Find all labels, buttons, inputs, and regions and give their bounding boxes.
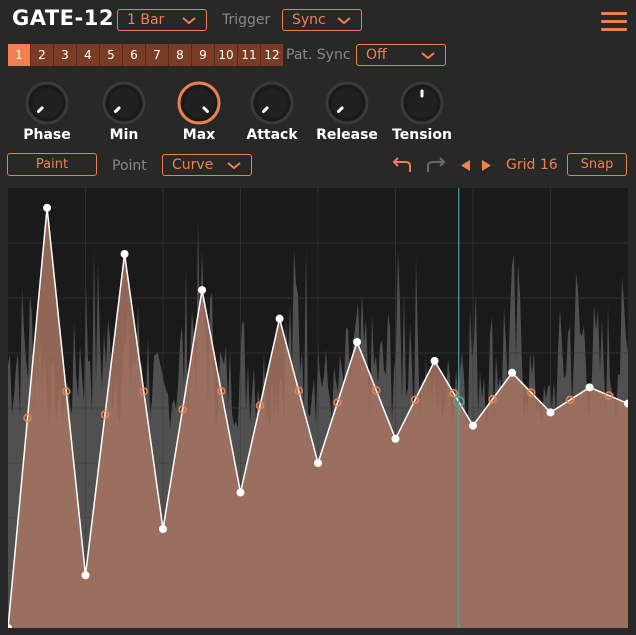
tension-handle[interactable] <box>565 395 575 405</box>
envelope-canvas[interactable] <box>8 188 628 628</box>
pattern-1-button[interactable]: 1 <box>8 44 30 66</box>
tension-handle[interactable] <box>100 410 110 419</box>
envelope-point[interactable] <box>275 314 284 323</box>
pattern-8-button[interactable]: 8 <box>168 44 191 66</box>
envelope-point[interactable] <box>120 250 129 258</box>
release-knob-label: Release <box>316 127 378 143</box>
envelope-point[interactable] <box>353 338 362 346</box>
pat-sync-value: Off <box>366 47 387 63</box>
pattern-10-button[interactable]: 10 <box>214 44 237 66</box>
tension-handle[interactable] <box>333 398 342 407</box>
pattern-6-button[interactable]: 6 <box>122 44 145 66</box>
shift-right-icon[interactable] <box>481 160 491 171</box>
pattern-2-button[interactable]: 2 <box>30 44 53 66</box>
tension-handle[interactable] <box>294 386 304 396</box>
tension-handle[interactable] <box>604 391 614 400</box>
length-value: 1 Bar <box>127 12 165 28</box>
chevron-down-icon <box>421 52 435 59</box>
point-label: Point <box>112 158 147 174</box>
pattern-7-button[interactable]: 7 <box>145 44 168 66</box>
pattern-9-button[interactable]: 9 <box>191 44 214 66</box>
envelope-fill <box>8 207 628 628</box>
redo-icon[interactable] <box>424 157 448 175</box>
menu-icon[interactable] <box>601 12 627 32</box>
playhead-marker <box>452 395 465 408</box>
min-knob-label: Min <box>109 127 139 143</box>
attack-knob[interactable] <box>249 80 295 126</box>
min-knob[interactable] <box>101 80 147 126</box>
envelope-point[interactable] <box>391 434 400 443</box>
pat-sync-label: Pat. Sync <box>286 47 351 63</box>
snap-button[interactable]: Snap <box>567 153 627 176</box>
tension-handle[interactable] <box>178 405 187 414</box>
tension-handle[interactable] <box>139 387 149 396</box>
point-type-dropdown[interactable]: Curve <box>162 154 252 176</box>
pat-sync-dropdown[interactable]: Off <box>356 44 446 66</box>
pattern-selector: 1 2 3 4 5 6 7 8 9 10 11 12 <box>8 44 283 66</box>
shift-left-icon[interactable] <box>461 160 471 171</box>
envelope-editor[interactable] <box>8 188 628 628</box>
envelope-point[interactable] <box>236 488 245 497</box>
tension-handle[interactable] <box>449 389 459 398</box>
envelope-point[interactable] <box>508 368 517 377</box>
pattern-5-button[interactable]: 5 <box>99 44 122 66</box>
tension-handle[interactable] <box>217 387 226 396</box>
envelope-point[interactable] <box>8 624 12 628</box>
point-type-value: Curve <box>172 157 214 173</box>
chevron-down-icon <box>182 17 196 24</box>
envelope-point[interactable] <box>546 408 555 417</box>
length-dropdown[interactable]: 1 Bar <box>117 9 207 31</box>
envelope-point[interactable] <box>43 203 52 212</box>
pattern-12-button[interactable]: 12 <box>260 44 283 66</box>
tension-handle[interactable] <box>527 388 536 397</box>
tension-handle[interactable] <box>410 395 420 405</box>
plugin-title: GATE-12 <box>12 6 114 30</box>
undo-icon[interactable] <box>390 157 414 175</box>
attack-knob-label: Attack <box>246 127 298 143</box>
grid-selector[interactable]: Grid 16 <box>506 157 558 173</box>
trigger-label: Trigger <box>222 12 271 28</box>
envelope-point[interactable] <box>469 421 477 430</box>
tension-handle[interactable] <box>488 394 497 404</box>
tension-knob-label: Tension <box>392 127 452 143</box>
tension-handle[interactable] <box>372 386 381 395</box>
envelope-point[interactable] <box>624 399 628 408</box>
envelope-point[interactable] <box>81 571 90 580</box>
chevron-down-icon <box>337 17 351 24</box>
tension-handle[interactable] <box>62 387 71 396</box>
phase-knob-label: Phase <box>23 127 71 143</box>
envelope-point[interactable] <box>585 383 594 392</box>
pattern-3-button[interactable]: 3 <box>53 44 76 66</box>
paint-button[interactable]: Paint <box>7 153 97 176</box>
max-knob-label: Max <box>182 127 216 143</box>
pattern-4-button[interactable]: 4 <box>76 44 99 66</box>
pattern-11-button[interactable]: 11 <box>237 44 260 66</box>
trigger-dropdown[interactable]: Sync <box>282 9 362 31</box>
tension-handle[interactable] <box>23 413 32 423</box>
envelope-point[interactable] <box>159 525 167 533</box>
max-knob[interactable] <box>176 80 222 126</box>
envelope-point[interactable] <box>430 356 439 365</box>
envelope-point[interactable] <box>314 459 322 467</box>
tension-handle[interactable] <box>255 401 265 410</box>
trigger-value: Sync <box>292 12 326 28</box>
tension-knob[interactable] <box>399 80 445 126</box>
envelope-point[interactable] <box>198 286 207 295</box>
phase-knob[interactable] <box>24 80 70 126</box>
chevron-down-icon <box>227 162 241 169</box>
release-knob[interactable] <box>324 80 370 126</box>
